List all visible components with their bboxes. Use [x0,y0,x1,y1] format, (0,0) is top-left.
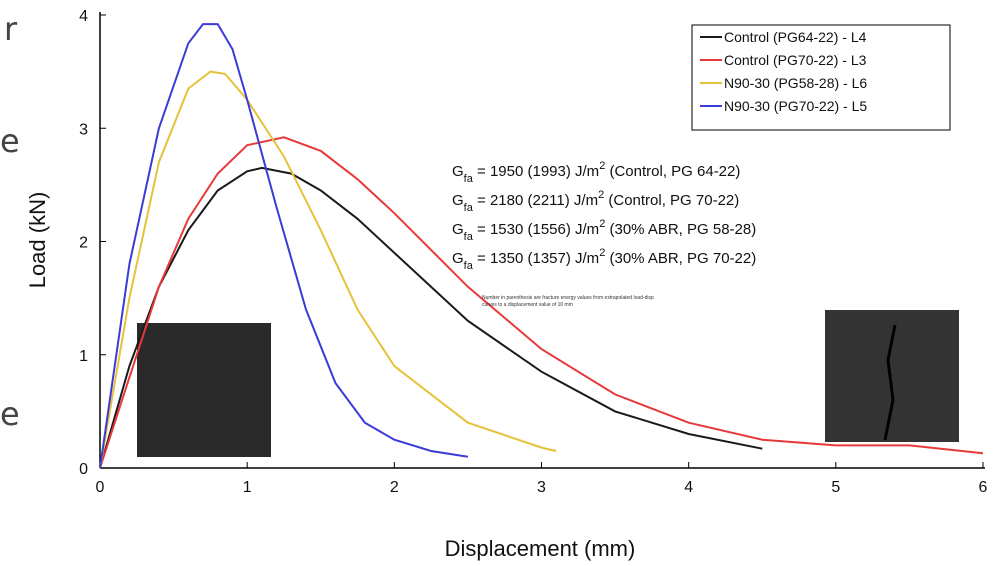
footnote: curves to a displacement value of 10 mm [482,302,573,308]
legend-label: N90-30 (PG70-22) - L5 [724,98,867,114]
x-tick-label: 6 [979,479,988,496]
series-line [99,23,469,469]
crack [883,324,897,441]
x-tick-label: 0 [96,479,105,496]
superscript: 2 [599,160,605,172]
annotation: Gfa = 1530 (1556) J/m2 (30% ABR, PG 58-2… [452,218,756,243]
legend-label: Control (PG64-22) - L4 [724,29,867,45]
series-line [99,136,984,469]
y-tick-label: 2 [79,235,88,252]
annotation-text: = 2180 (2211) J/m [473,192,598,209]
subscript: fa [464,202,474,214]
superscript: 2 [598,189,604,201]
annotation-note: (30% ABR, PG 58-28) [605,221,756,238]
slide-text-fragment: e [0,122,20,160]
annotation: Gfa = 1950 (1993) J/m2 (Control, PG 64-2… [452,160,740,185]
series-line [99,166,763,469]
annotation-note: (30% ABR, PG 70-22) [605,250,756,267]
annotation-text: = 1350 (1357) J/m [473,250,599,267]
annotation-text: = 1950 (1993) J/m [473,163,599,180]
slide-text-fragment: e [0,395,20,433]
legend-label: Control (PG70-22) - L3 [724,52,867,68]
legend-label: N90-30 (PG58-28) - L6 [724,75,867,91]
specimen-photo [825,310,959,442]
x-tick-label: 2 [390,479,399,496]
annotation-note: (Control, PG 70-22) [604,192,739,209]
subscript: fa [464,231,474,243]
x-tick-label: 1 [243,479,252,496]
y-tick-label: 4 [79,8,88,25]
subscript: fa [464,173,474,185]
x-tick-label: 3 [537,479,546,496]
subscript: fa [464,260,474,272]
x-tick-label: 4 [684,479,693,496]
y-tick-label: 1 [79,348,88,365]
annotation: Gfa = 1350 (1357) J/m2 (30% ABR, PG 70-2… [452,247,756,272]
symbol: G [452,163,464,180]
annotation: Gfa = 2180 (2211) J/m2 (Control, PG 70-2… [452,189,739,214]
legend [691,24,951,131]
annotation-note: (Control, PG 64-22) [605,163,740,180]
superscript: 2 [599,247,605,259]
superscript: 2 [599,218,605,230]
symbol: G [452,250,464,267]
series-line [99,70,557,469]
footnote: Number in parenthesis are fracture energ… [482,295,654,301]
x-tick-label: 5 [831,479,840,496]
y-tick-label: 0 [79,461,88,478]
x-axis-label: Displacement (mm) [445,536,636,561]
y-tick-label: 3 [79,121,88,138]
symbol: G [452,221,464,238]
specimen-photo [137,323,271,457]
slide-text-fragment: r [4,10,18,48]
symbol: G [452,192,464,209]
annotation-text: = 1530 (1556) J/m [473,221,599,238]
y-axis-label: Load (kN) [25,192,50,289]
